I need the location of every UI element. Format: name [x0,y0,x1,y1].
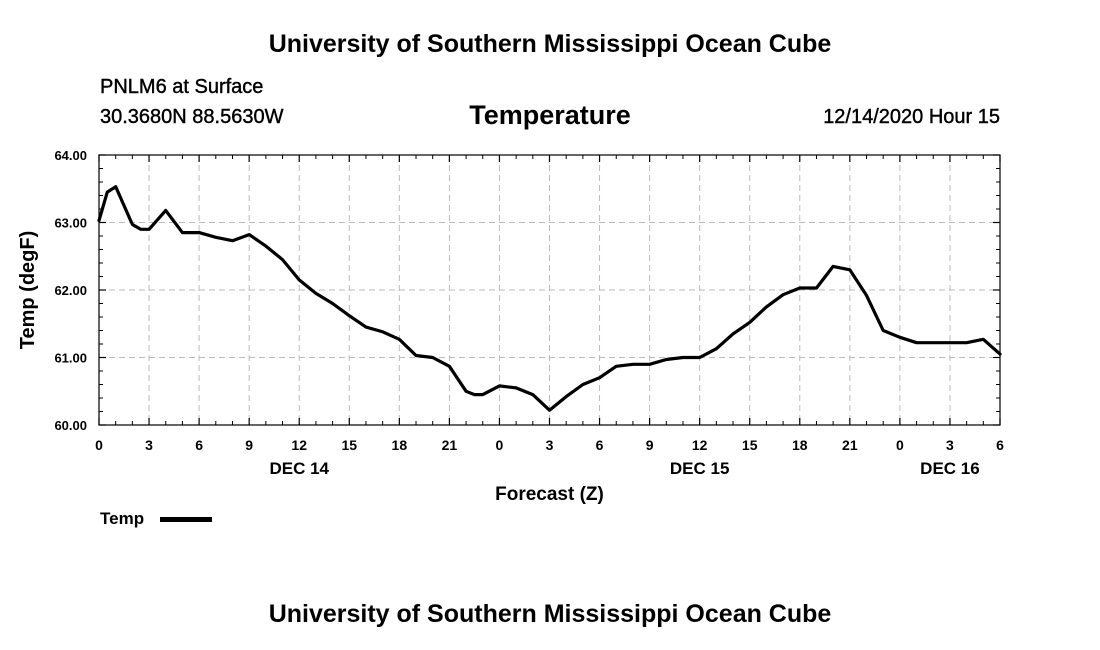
variable-title-text: Temperature [469,100,631,130]
y-tick-label-4: 64.00 [54,148,87,163]
y-tick-label-3: 63.00 [54,216,87,231]
chart-footer-title: University of Southern Mississippi Ocean… [268,600,832,628]
station-coordinates: 30.3680N 88.5630W [100,106,284,128]
x-tick-label-15: 21 [842,437,858,453]
day-label-2: DEC 16 [920,459,980,478]
x-tick-label-12: 12 [692,437,708,453]
x-tick-label-6: 18 [392,437,408,453]
axes-frame [98,154,1001,426]
x-tick-label-7: 21 [442,437,458,453]
day-label-1: DEC 15 [670,459,730,478]
x-tick-label-5: 15 [341,437,357,453]
variable-title: Temperature [0,100,1100,131]
x-tick-label-14: 18 [792,437,808,453]
legend-line-swatch [160,517,212,522]
x-tick-label-11: 9 [646,437,654,453]
chart-main-title: University of Southern Mississippi Ocean… [268,30,832,58]
y-tick-label-1: 61.00 [54,351,87,366]
series-line-temp [97,185,1002,412]
axis-text-layer: 0 3 6 9 12 15 18 21 0 3 6 9 12 15 18 21 0 3 6 60.00 61.00 62.… [17,148,1004,505]
x-tick-label-16: 0 [896,437,904,453]
day-label-0: DEC 14 [269,459,329,478]
forecast-datetime: 12/14/2020 Hour 15 [823,106,1000,128]
x-tick-label-10: 6 [596,437,604,453]
x-tick-label-9: 3 [546,437,554,453]
x-tick-label-4: 12 [291,437,307,453]
y-tick-label-2: 62.00 [54,283,87,298]
x-tick-label-3: 9 [245,437,253,453]
x-tick-label-0: 0 [95,437,103,453]
y-tick-label-0: 60.00 [54,418,87,433]
x-tick-label-2: 6 [195,437,203,453]
grid-layer [99,155,1000,425]
x-tick-label-18: 6 [996,437,1004,453]
y-axis-label: Temp (degF) [17,231,39,350]
station-label: PNLM6 at Surface [100,76,264,98]
series-layer [97,185,1002,412]
x-tick-label-1: 3 [145,437,153,453]
x-tick-label-8: 0 [496,437,504,453]
x-tick-label-13: 15 [742,437,758,453]
x-axis-label: Forecast (Z) [495,484,604,505]
legend-label: Temp [100,509,145,528]
x-tick-label-17: 3 [946,437,954,453]
